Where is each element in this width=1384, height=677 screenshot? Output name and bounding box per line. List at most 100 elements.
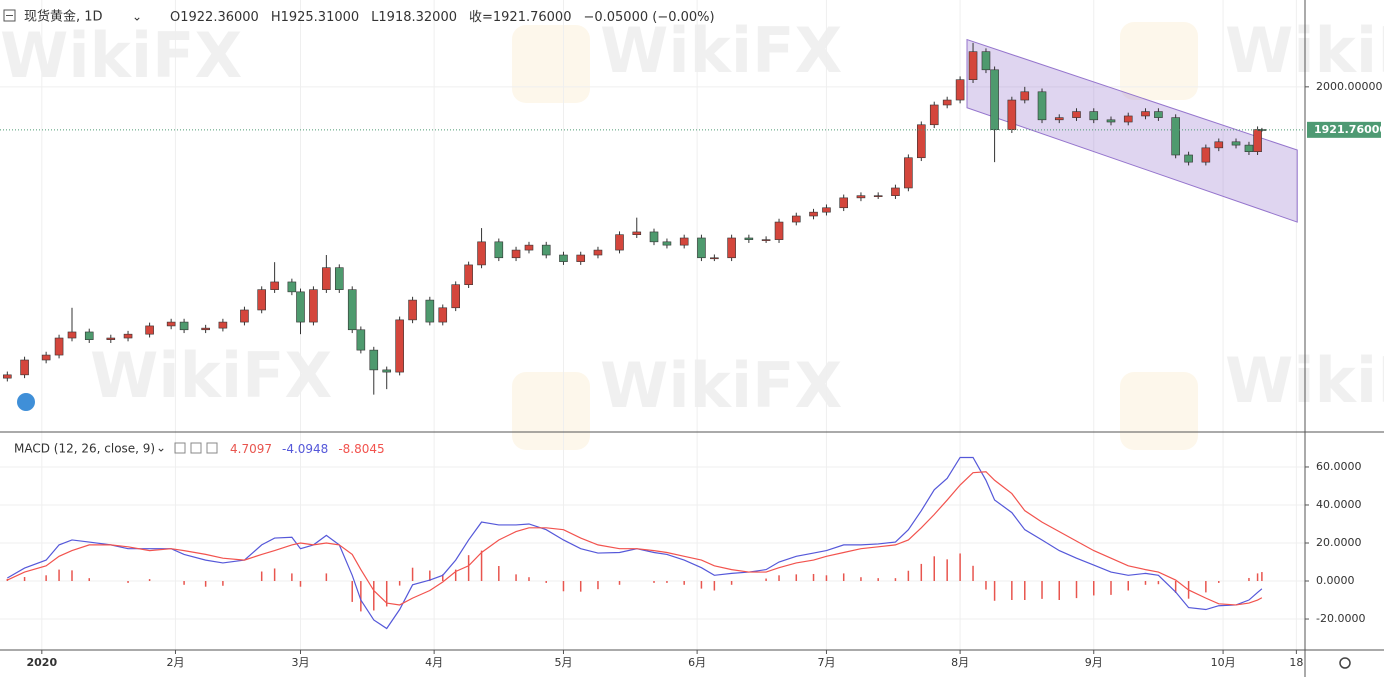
candle-body bbox=[334, 267, 344, 290]
ohlc-value: O1922.36000 bbox=[170, 10, 259, 25]
candle-body bbox=[84, 331, 94, 340]
macd-value: -8.8045 bbox=[338, 442, 384, 456]
candle-body bbox=[41, 354, 51, 361]
ohlc-legend: O1922.36000 H1925.31000 L1918.32000 收=1921.… bbox=[170, 10, 715, 25]
candle-body bbox=[856, 195, 866, 199]
macd-line bbox=[7, 471, 1263, 606]
candle-body bbox=[106, 337, 116, 340]
candle-body bbox=[541, 244, 551, 256]
candle-body bbox=[839, 197, 849, 209]
y-tick-label: 40.0000 bbox=[1316, 498, 1362, 511]
x-tick-label: 9月 bbox=[1085, 656, 1103, 669]
watermark-logo bbox=[512, 25, 590, 103]
ohlc-value: H1925.31000 bbox=[271, 10, 359, 25]
candle-body bbox=[218, 321, 228, 329]
x-tick-label: 8月 bbox=[951, 656, 969, 669]
candle-body bbox=[395, 319, 404, 373]
candle-body bbox=[744, 237, 754, 240]
candle-body bbox=[822, 207, 831, 213]
candle-body bbox=[54, 337, 64, 356]
candle-body bbox=[270, 281, 279, 290]
candle-body bbox=[1123, 115, 1133, 123]
candle-body bbox=[1054, 117, 1064, 121]
candle-body bbox=[382, 369, 392, 373]
candle-body bbox=[1089, 111, 1099, 121]
x-tick-label: 5月 bbox=[554, 656, 572, 669]
candle-body bbox=[662, 241, 672, 246]
close-button[interactable] bbox=[206, 442, 218, 454]
candle-body bbox=[1171, 117, 1180, 156]
ohlc-value: −0.05000 (−0.00%) bbox=[583, 10, 714, 25]
watermark: WikiFX bbox=[600, 349, 842, 422]
candle-body bbox=[20, 359, 29, 376]
candle-body bbox=[464, 264, 473, 286]
trend-channel bbox=[966, 38, 1298, 223]
candle-body bbox=[524, 244, 534, 251]
candle-body bbox=[166, 321, 176, 327]
candle-body bbox=[477, 241, 486, 266]
candle-body bbox=[356, 329, 366, 351]
candle-body bbox=[309, 289, 318, 323]
settings-gear[interactable] bbox=[1339, 657, 1351, 669]
x-tick-label: 6月 bbox=[688, 656, 706, 669]
candle-body bbox=[809, 211, 818, 217]
candle-body bbox=[1244, 144, 1254, 152]
candle-body bbox=[1037, 91, 1047, 121]
macd-values: 4.7097 -4.0948 -8.8045 bbox=[230, 442, 385, 456]
candle-body bbox=[1154, 111, 1163, 118]
candle-body bbox=[179, 321, 189, 331]
indicator-chevron[interactable]: ⌄ bbox=[156, 441, 166, 455]
candle-body bbox=[774, 221, 784, 240]
y-tick-label: 20.0000 bbox=[1316, 536, 1362, 549]
candle-body bbox=[438, 307, 448, 323]
candle-body bbox=[257, 289, 266, 311]
macd-value: -4.0948 bbox=[282, 442, 328, 456]
candle-body bbox=[67, 331, 77, 339]
x-tick-label: 2020 bbox=[27, 656, 58, 669]
candle-body bbox=[1007, 99, 1017, 131]
x-tick-label: 18 bbox=[1289, 656, 1303, 669]
candle-body bbox=[1072, 111, 1081, 118]
eye-button[interactable] bbox=[174, 442, 186, 454]
candle-body bbox=[1253, 129, 1262, 152]
candle-body bbox=[145, 325, 154, 335]
candle-body bbox=[1257, 129, 1267, 131]
candle-body bbox=[791, 215, 801, 223]
candle-body bbox=[1106, 119, 1116, 123]
candle-body bbox=[891, 187, 900, 196]
x-tick-label: 3月 bbox=[291, 656, 309, 669]
candle-body bbox=[408, 299, 417, 321]
candle-body bbox=[201, 327, 210, 331]
candle-body bbox=[968, 51, 978, 80]
logo-icon bbox=[17, 393, 35, 411]
settings-button[interactable] bbox=[190, 442, 202, 454]
candle-body bbox=[981, 51, 991, 71]
plot-layer bbox=[0, 38, 1305, 630]
candle-body bbox=[296, 291, 305, 323]
x-tick-label: 4月 bbox=[425, 656, 443, 669]
candle-body bbox=[3, 374, 12, 379]
candle-body bbox=[632, 231, 642, 235]
candle-body bbox=[240, 309, 249, 323]
candle-body bbox=[727, 237, 736, 259]
candle-body bbox=[123, 333, 133, 339]
candle-body bbox=[1201, 147, 1211, 163]
candle-body bbox=[873, 195, 883, 197]
last-price-label: 1921.76000 bbox=[1314, 123, 1384, 136]
candle-body bbox=[494, 241, 504, 259]
grid-layer bbox=[0, 0, 1305, 650]
candle-body bbox=[990, 69, 999, 131]
symbol[interactable]: 现货黄金, 1D bbox=[24, 9, 103, 25]
y-tick-label: 0.0000 bbox=[1316, 574, 1355, 587]
ohlc-value: 收=1921.76000 bbox=[469, 10, 571, 25]
candle-body bbox=[710, 257, 719, 260]
candle-body bbox=[917, 124, 926, 159]
candle-body bbox=[942, 99, 952, 106]
candle-body bbox=[904, 157, 913, 189]
interval-chevron[interactable]: ⌄ bbox=[132, 10, 142, 24]
candle-body bbox=[761, 239, 771, 241]
watermark: WikiFX bbox=[90, 339, 332, 412]
x-tick-label: 7月 bbox=[817, 656, 835, 669]
collapse-icon[interactable] bbox=[3, 9, 16, 22]
